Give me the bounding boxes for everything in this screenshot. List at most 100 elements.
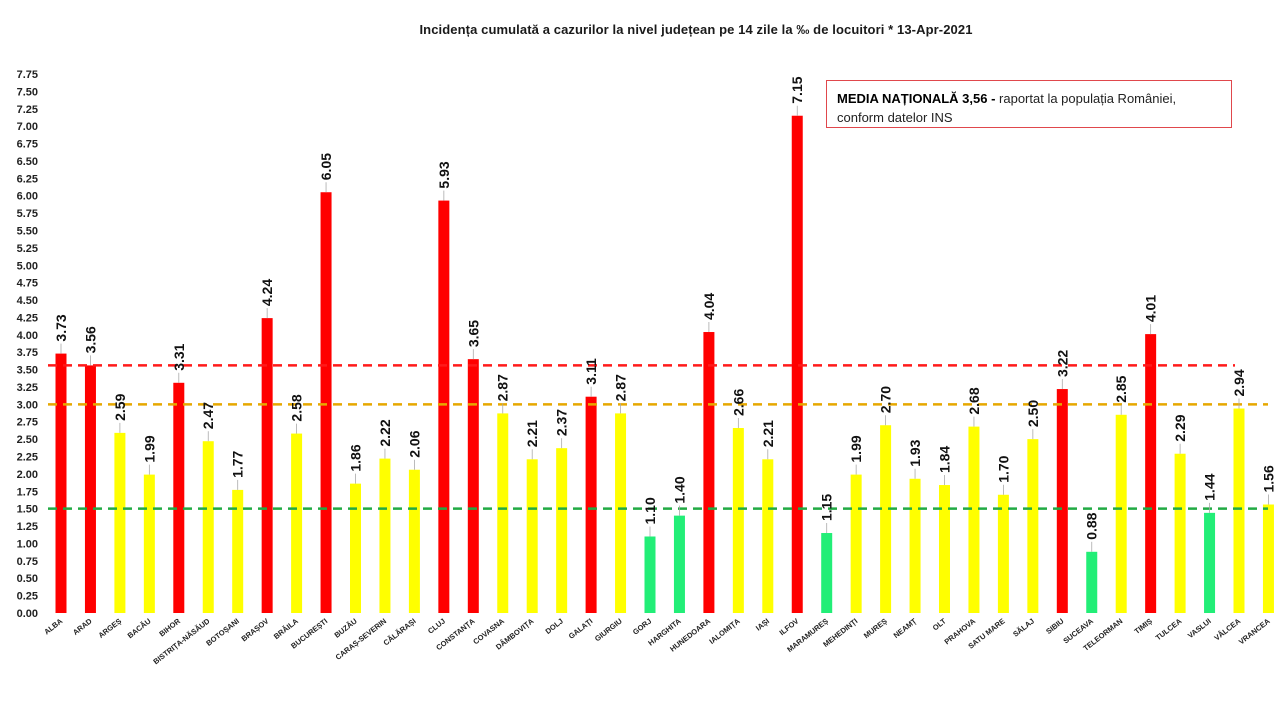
bar-argeș xyxy=(114,432,126,613)
bar-satu mare xyxy=(997,494,1009,613)
bar-caraș-severin xyxy=(379,458,391,613)
x-tick-label: ARGEȘ xyxy=(97,616,124,640)
y-tick-label: 6.00 xyxy=(17,191,38,203)
x-tick-label: BUZĂU xyxy=(333,616,359,639)
y-tick-label: 3.50 xyxy=(17,365,38,377)
bar-vâlcea xyxy=(1233,408,1245,613)
value-label: 1.15 xyxy=(819,494,835,521)
bar-tulcea xyxy=(1174,453,1186,613)
y-tick-label: 3.75 xyxy=(17,347,38,359)
value-label: 6.05 xyxy=(318,153,334,180)
value-label: 3.11 xyxy=(583,358,599,385)
bar-botoșani xyxy=(232,489,244,613)
bar-alba xyxy=(55,353,67,613)
bar-sălaj xyxy=(1027,439,1039,613)
bar-brașov xyxy=(261,318,273,613)
bar-bacău xyxy=(143,474,155,613)
value-label: 2.66 xyxy=(730,389,746,416)
value-label: 3.56 xyxy=(82,326,98,353)
y-tick-label: 2.00 xyxy=(17,469,38,481)
value-label: 2.37 xyxy=(554,409,570,436)
y-tick-label: 3.00 xyxy=(17,399,38,411)
y-tick-label: 3.25 xyxy=(17,382,38,394)
value-label: 2.06 xyxy=(406,430,422,457)
bars xyxy=(55,115,1274,614)
bar-timiș xyxy=(1145,334,1157,613)
value-label: 4.04 xyxy=(701,293,717,320)
value-label: 2.47 xyxy=(200,402,216,429)
y-tick-label: 0.00 xyxy=(17,608,38,620)
x-tick-label: GIURGIU xyxy=(593,616,624,643)
y-tick-label: 0.25 xyxy=(17,591,38,603)
y-tick-label: 7.25 xyxy=(17,104,38,116)
bar-teleorman xyxy=(1115,414,1127,613)
bar-mehedinți xyxy=(850,474,862,613)
y-tick-label: 2.50 xyxy=(17,434,38,446)
bar-brăila xyxy=(291,433,303,613)
value-labels: 3.73 3.56 2.59 1.99 3.31 2.47 1.77 4.24 2.58 6.05… xyxy=(53,76,1276,552)
value-label: 1.93 xyxy=(907,439,923,466)
x-tick-label: CĂLĂRAȘI xyxy=(382,616,418,647)
x-tick-label: IALOMIȚA xyxy=(707,616,742,646)
y-tick-label: 1.50 xyxy=(17,504,38,516)
y-tick-label: 4.50 xyxy=(17,295,38,307)
bar-bistrița-năsăud xyxy=(202,441,214,613)
value-label: 3.31 xyxy=(171,343,187,370)
bar-bucurești xyxy=(320,192,332,614)
bar-galați xyxy=(585,396,597,613)
y-tick-label: 4.75 xyxy=(17,278,38,290)
value-label: 1.86 xyxy=(348,444,364,471)
bar-vaslui xyxy=(1204,512,1216,613)
threshold-lines xyxy=(48,364,1268,510)
bar-arad xyxy=(84,365,96,613)
x-tick-label: BIHOR xyxy=(157,616,182,638)
value-label: 2.22 xyxy=(377,419,393,446)
x-tick-label: GALAȚI xyxy=(567,616,595,640)
value-label: 4.01 xyxy=(1143,295,1159,322)
value-label: 2.21 xyxy=(760,420,776,447)
x-tick-label: ALBA xyxy=(42,616,64,636)
value-label: 7.15 xyxy=(789,76,805,103)
y-tick-label: 5.75 xyxy=(17,208,38,220)
bar-gorj xyxy=(644,536,656,613)
chart-title: Incidența cumulată a cazurilor la nivel … xyxy=(419,22,973,37)
bar-sibiu xyxy=(1056,389,1068,613)
note-text: raportat la populația României, xyxy=(999,91,1177,106)
national-average-note: MEDIA NAȚIONALĂ 3,56 - raportat la popul… xyxy=(826,80,1232,128)
bar-bihor xyxy=(173,382,185,613)
value-label: 2.29 xyxy=(1172,414,1188,441)
bar-suceava xyxy=(1086,551,1098,613)
x-tick-label: ARAD xyxy=(71,616,94,637)
x-tick-label: SIBIU xyxy=(1044,616,1065,635)
y-tick-label: 1.00 xyxy=(17,538,38,550)
value-label: 1.99 xyxy=(141,435,157,462)
value-label: 2.58 xyxy=(289,394,305,421)
y-tick-label: 4.00 xyxy=(17,330,38,342)
x-tick-label: BOTOȘANI xyxy=(204,616,241,647)
x-tick-label: CARAȘ-SEVERIN xyxy=(334,616,388,661)
value-label: 2.59 xyxy=(112,393,128,420)
x-tick-label: VASLUI xyxy=(1186,616,1213,640)
bar-harghita xyxy=(673,515,685,613)
bar-mureș xyxy=(880,425,892,613)
bar-prahova xyxy=(968,426,980,613)
value-label: 1.84 xyxy=(937,446,953,473)
value-label: 2.50 xyxy=(1025,400,1041,427)
bar-olt xyxy=(939,485,950,613)
value-label: 2.21 xyxy=(524,420,540,447)
y-tick-label: 1.25 xyxy=(17,521,38,533)
value-label: 2.85 xyxy=(1113,375,1129,402)
y-tick-label: 7.50 xyxy=(17,86,38,98)
x-tick-label: TULCEA xyxy=(1154,616,1184,642)
value-label: 3.73 xyxy=(53,314,69,341)
x-tick-label: GORJ xyxy=(631,616,653,636)
x-tick-label: SĂLAJ xyxy=(1011,616,1036,638)
value-label: 1.44 xyxy=(1202,473,1218,500)
value-label: 2.68 xyxy=(966,387,982,414)
x-axis: ALBA ARAD ARGEȘ BACĂU BIHORBISTRIȚA-NĂSĂUDBO… xyxy=(42,616,1272,666)
value-label: 2.94 xyxy=(1231,369,1247,396)
note-bold: MEDIA NAȚIONALĂ 3,56 - xyxy=(837,91,1000,106)
value-label: 4.24 xyxy=(259,279,275,306)
y-tick-label: 0.75 xyxy=(17,556,38,568)
